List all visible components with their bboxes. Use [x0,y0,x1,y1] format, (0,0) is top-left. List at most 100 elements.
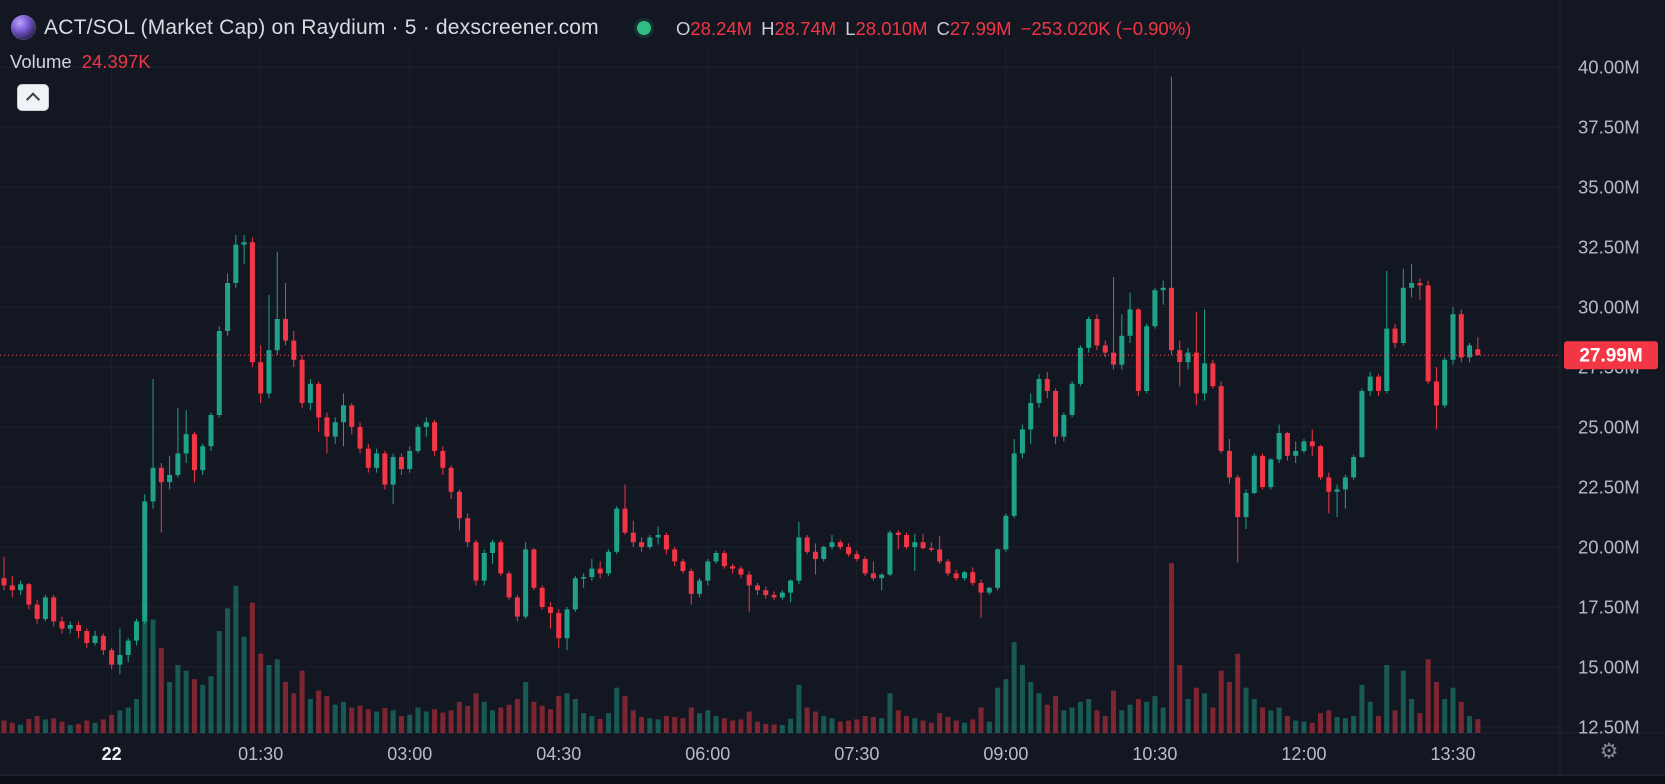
volume-bar [630,710,636,733]
candle-body [663,535,669,550]
time-tick-label[interactable]: 13:30 [1430,744,1475,764]
candle-body [216,331,222,415]
volume-bar [481,701,487,733]
volume-bar [274,659,280,733]
price-tick-label[interactable]: 30.00M [1578,297,1640,318]
volume-bar [1375,716,1381,733]
candle-body [158,467,164,483]
price-tick-label[interactable]: 37.50M [1578,117,1640,138]
price-tick-label[interactable]: 17.50M [1578,597,1640,618]
price-tick-label[interactable]: 25.00M [1578,417,1640,438]
time-tick-label[interactable]: 01:30 [238,744,283,764]
ohlc-readout: O28.24M H28.74M L28.010M C27.99M −253.020K (… [676,18,1191,40]
price-tick-label[interactable]: 40.00M [1578,57,1640,78]
volume-bar [423,711,429,733]
candle-body [415,427,421,451]
price-tick-label[interactable]: 22.50M [1578,477,1640,498]
volume-bar [1301,721,1307,733]
volume-bar [440,712,446,733]
time-tick-label[interactable]: 12:00 [1281,744,1326,764]
collapse-pane-button[interactable] [17,84,49,111]
volume-bar [1003,679,1009,733]
candle-body [1342,477,1348,490]
token-logo-icon[interactable] [11,15,36,40]
volume-bar [59,721,65,733]
candle-body [680,561,686,571]
candle-body [837,542,843,547]
candle-body [440,451,446,468]
candle-body [705,561,711,581]
time-tick-label[interactable]: 03:00 [387,744,432,764]
candle-body [539,587,545,607]
low-value: 28.010M [855,18,928,39]
volume-bar [109,714,115,733]
volume-bar [1044,704,1050,733]
volume-bar [854,719,860,733]
candle-body [754,585,760,591]
current-price-badge-label: 27.99M [1579,346,1642,367]
close-label: C [936,18,950,39]
volume-bar [1160,707,1166,733]
volume-bar [1417,713,1423,733]
volume-bar [100,719,106,733]
candle-body [531,549,537,588]
gear-icon[interactable]: ⚙ [1599,739,1619,763]
volume-bar [904,716,910,733]
volume-bar [241,636,247,733]
volume-bar [1326,710,1332,733]
volume-bar [837,721,843,733]
volume-bar [357,705,363,733]
volume-bar [655,719,661,733]
price-tick-label[interactable]: 32.50M [1578,237,1640,258]
candle-body [920,542,926,549]
candle-body [1417,283,1423,286]
time-tick-label[interactable]: 10:30 [1132,744,1177,764]
time-tick-label[interactable]: 04:30 [536,744,581,764]
price-tick-label[interactable]: 15.00M [1578,657,1640,678]
candle-body [382,453,388,485]
volume-bar [995,687,1001,733]
price-tick-label[interactable]: 20.00M [1578,537,1640,558]
candle-body [1425,285,1431,382]
candle-body [266,350,272,394]
price-tick-label[interactable]: 35.00M [1578,177,1640,198]
volume-bar [1152,696,1158,733]
candle-body [1458,314,1464,358]
time-tick-label[interactable]: 06:00 [685,744,730,764]
time-tick-label[interactable]: 07:30 [834,744,879,764]
volume-bar [605,713,611,733]
candle-body [258,362,264,394]
time-tick-label[interactable]: 22 [102,744,122,764]
candle-body [937,549,943,562]
volume-bar [1226,682,1232,733]
volume-bar [1268,710,1274,733]
volume-bar [862,716,868,733]
volume-bar [1210,707,1216,733]
candle-body [1442,359,1448,406]
volume-bar [812,711,818,733]
volume-bar [978,707,984,733]
volume-bar [1028,682,1034,733]
candle-body [1177,350,1183,363]
volume-bar [175,665,181,733]
volume-bar [1276,707,1282,733]
candle-body [167,475,173,483]
candle-body [191,434,197,471]
candle-body [357,427,363,449]
volume-bar [1102,716,1108,733]
volume-bar [1243,687,1249,733]
candle-body [1019,429,1025,454]
change-value: −253.020K (−0.90%) [1020,18,1192,39]
volume-bar [84,720,90,733]
candle-body [109,650,115,665]
volume-bar [1019,665,1025,733]
candle-body [928,548,934,550]
candle-body [324,417,330,437]
candle-body [1235,477,1241,517]
volume-bar [125,707,131,733]
volume-bar [1119,710,1125,733]
time-tick-label[interactable]: 09:00 [983,744,1028,764]
price-tick-label[interactable]: 12.50M [1578,717,1640,738]
volume-bar [167,682,173,733]
